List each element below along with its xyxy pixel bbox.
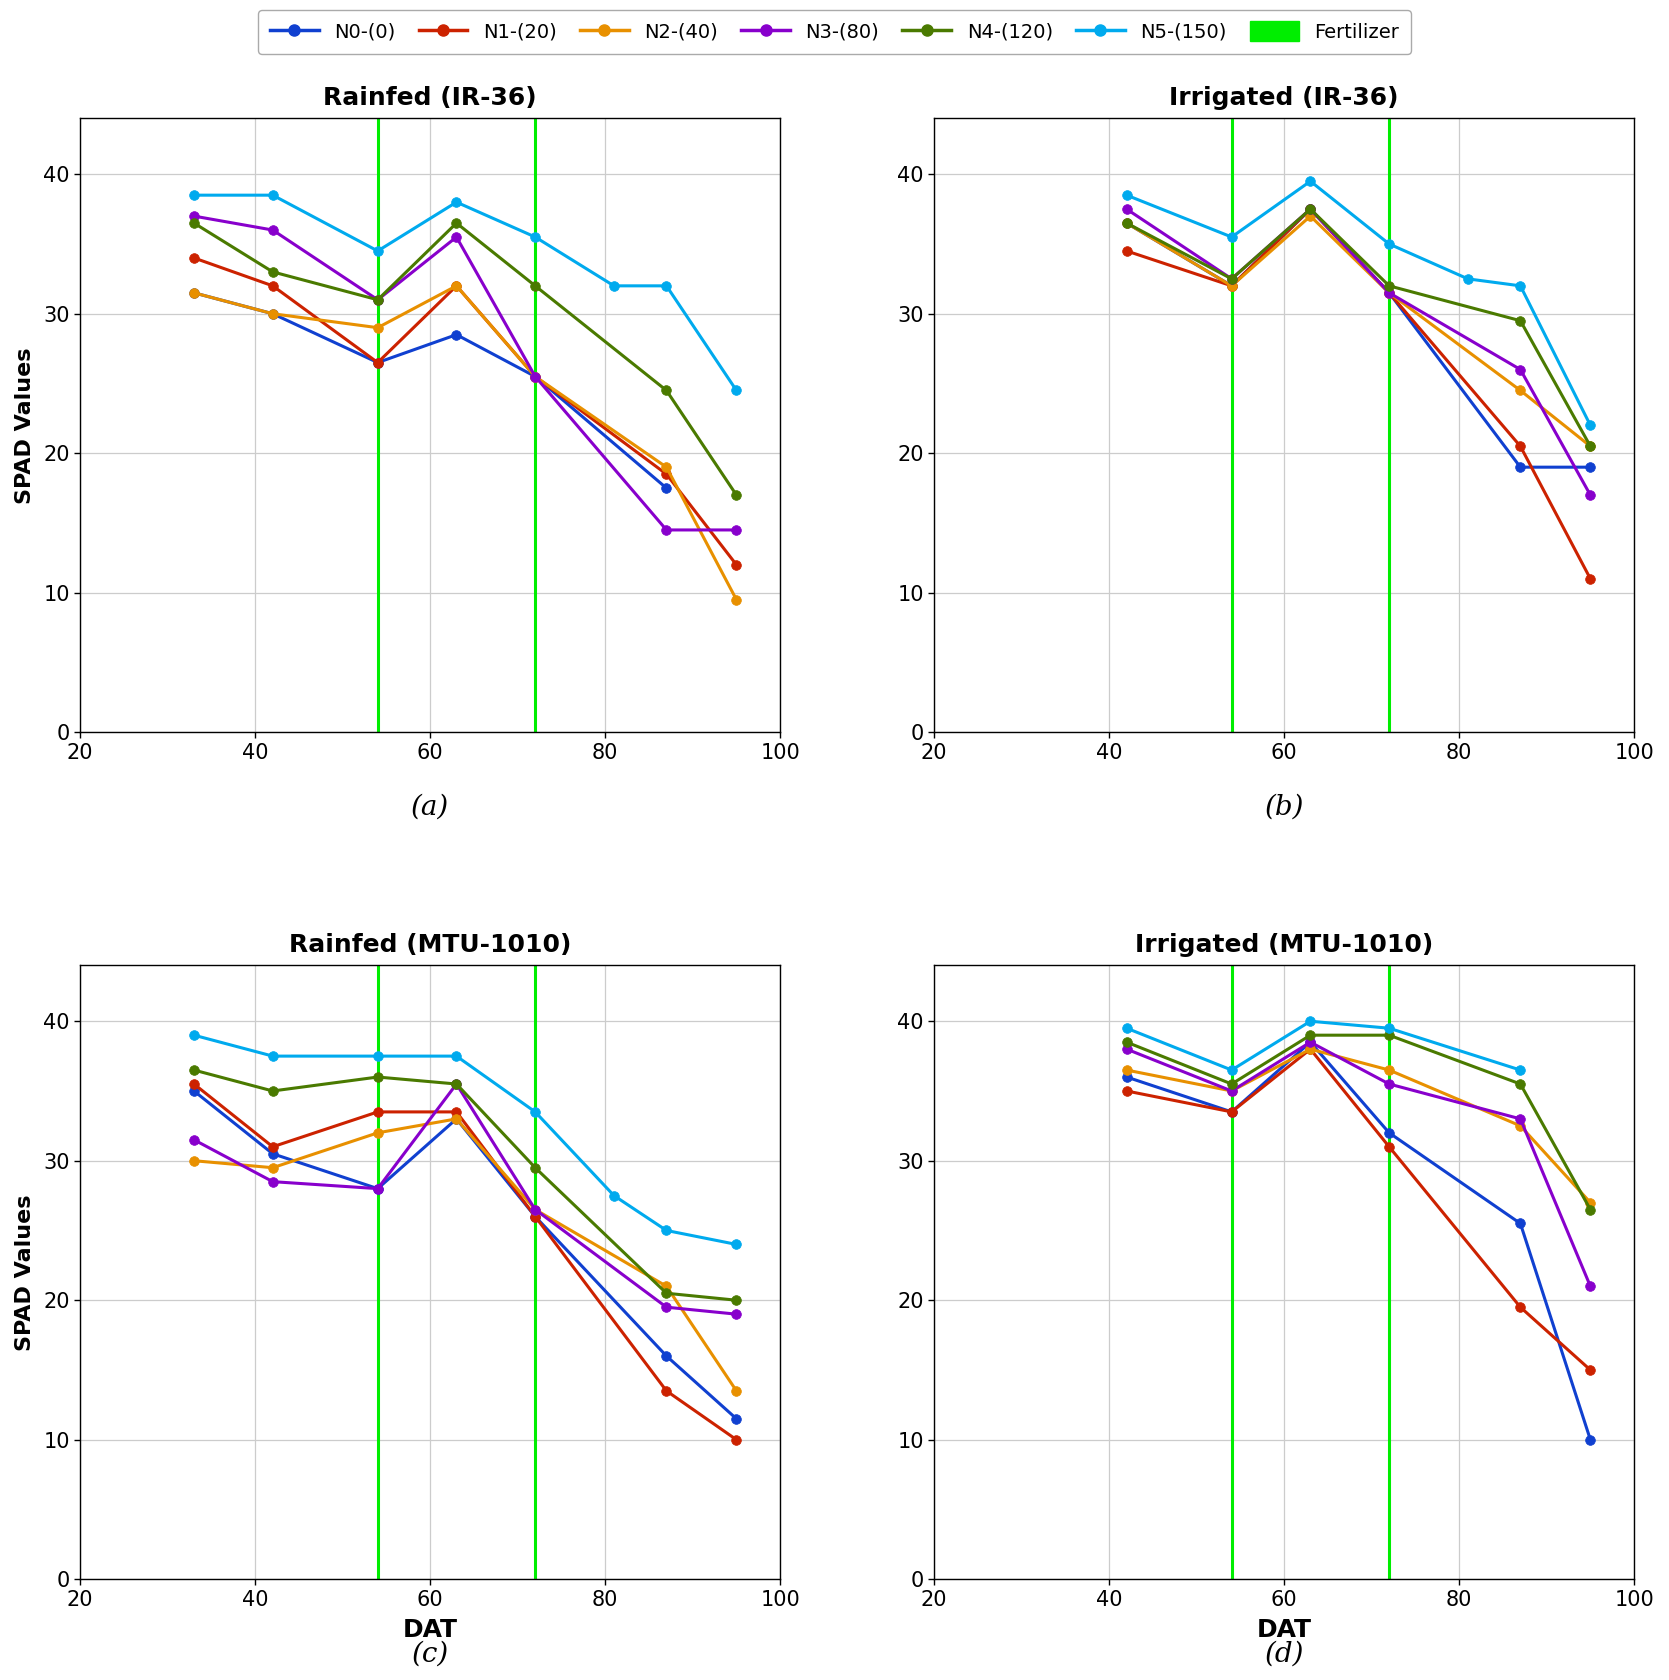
Text: (a): (a) xyxy=(411,793,449,820)
Text: (d): (d) xyxy=(1265,1641,1303,1668)
Text: (c): (c) xyxy=(412,1641,449,1668)
Title: Rainfed (IR-36): Rainfed (IR-36) xyxy=(324,86,537,109)
Title: Rainfed (MTU-1010): Rainfed (MTU-1010) xyxy=(289,932,571,956)
Text: (b): (b) xyxy=(1265,793,1303,820)
Y-axis label: SPAD Values: SPAD Values xyxy=(15,348,35,504)
Y-axis label: SPAD Values: SPAD Values xyxy=(15,1194,35,1351)
X-axis label: DAT: DAT xyxy=(1257,1618,1312,1641)
Legend: N0-(0), N1-(20), N2-(40), N3-(80), N4-(120), N5-(150), Fertilizer: N0-(0), N1-(20), N2-(40), N3-(80), N4-(1… xyxy=(259,10,1410,54)
Title: Irrigated (IR-36): Irrigated (IR-36) xyxy=(1170,86,1399,109)
X-axis label: DAT: DAT xyxy=(402,1618,457,1641)
Title: Irrigated (MTU-1010): Irrigated (MTU-1010) xyxy=(1135,932,1434,956)
